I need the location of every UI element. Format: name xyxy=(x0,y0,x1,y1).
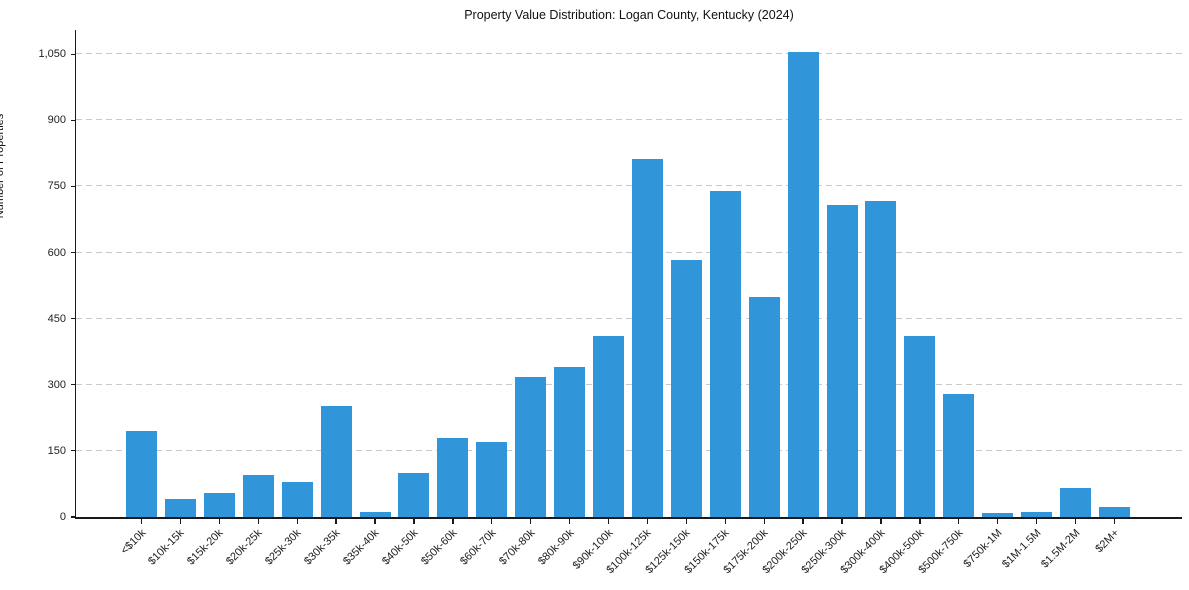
x-tick-mark-icon xyxy=(218,519,220,524)
x-tick-mark-icon xyxy=(724,519,726,524)
bar xyxy=(126,431,157,517)
x-tick-mark-icon xyxy=(685,519,688,524)
y-tick-mark-icon xyxy=(71,318,75,320)
y-tick-label: 600 xyxy=(47,246,66,259)
y-tick-label: 1,050 xyxy=(38,48,66,61)
x-tick-mark-icon xyxy=(646,519,649,524)
x-tick-mark-icon xyxy=(452,519,454,524)
bar xyxy=(1060,488,1092,517)
x-tick-mark-icon xyxy=(958,519,960,524)
bar xyxy=(359,511,391,517)
plot-area xyxy=(76,30,1182,517)
x-tick-mark-icon xyxy=(802,519,804,524)
x-tick-mark-icon xyxy=(841,519,843,524)
bar xyxy=(515,376,547,517)
bar xyxy=(670,260,702,517)
x-tick-mark-icon xyxy=(257,519,259,524)
bar xyxy=(709,190,741,517)
y-tick-label: 150 xyxy=(47,444,66,457)
x-tick-mark-icon xyxy=(413,519,415,524)
y-tick-label: 450 xyxy=(47,312,66,325)
bar xyxy=(865,200,897,517)
bar xyxy=(982,512,1014,517)
bar xyxy=(281,481,313,517)
x-tick-mark-icon xyxy=(568,519,571,524)
x-tick-mark-icon xyxy=(919,519,921,524)
y-axis-spine xyxy=(74,30,76,519)
bar xyxy=(476,442,508,517)
bar xyxy=(943,394,975,517)
bar xyxy=(437,437,469,517)
y-tick-mark-icon xyxy=(71,384,75,386)
bar xyxy=(904,336,936,517)
gridline xyxy=(76,383,1182,385)
x-tick-mark-icon xyxy=(1036,519,1038,524)
x-tick-mark-icon xyxy=(296,519,298,524)
x-tick-mark-icon xyxy=(491,519,493,524)
bar xyxy=(203,492,235,517)
x-tick-mark-icon xyxy=(179,519,182,524)
bar xyxy=(320,405,352,517)
x-tick-mark-icon xyxy=(997,519,999,524)
y-tick-mark-icon xyxy=(71,119,75,121)
y-tick-label: 750 xyxy=(47,180,66,193)
y-tick-label: 300 xyxy=(47,378,66,391)
y-tick-mark-icon xyxy=(71,53,75,55)
bar xyxy=(1099,506,1130,517)
x-tick-mark-icon xyxy=(1113,519,1116,524)
gridline xyxy=(76,53,1182,55)
bar xyxy=(826,204,858,517)
x-tick-mark-icon xyxy=(335,519,337,524)
gridline xyxy=(76,251,1182,253)
bar xyxy=(1021,512,1053,517)
gridline xyxy=(76,449,1182,451)
x-tick-mark-icon xyxy=(763,519,765,524)
x-tick-mark-icon xyxy=(880,519,882,524)
y-tick-mark-icon xyxy=(71,516,75,518)
bar xyxy=(631,158,663,517)
x-tick-mark-icon xyxy=(530,519,532,524)
y-tick-label: 900 xyxy=(47,114,66,127)
x-tick-mark-icon xyxy=(374,519,376,524)
x-tick-mark-icon xyxy=(1074,519,1077,524)
bar xyxy=(748,296,780,517)
bar xyxy=(242,475,274,517)
bar xyxy=(554,367,586,517)
gridline xyxy=(76,317,1182,319)
bar xyxy=(593,336,625,517)
bar xyxy=(164,499,196,517)
y-tick-label: 0 xyxy=(59,511,66,523)
y-tick-mark-icon xyxy=(71,185,75,188)
chart-title: Property Value Distribution: Logan Count… xyxy=(464,8,794,22)
y-tick-mark-icon xyxy=(71,450,75,452)
x-axis-spine xyxy=(74,517,1182,519)
y-tick-mark-icon xyxy=(71,251,75,254)
bar xyxy=(787,51,819,517)
bar xyxy=(398,472,430,517)
gridline xyxy=(76,119,1182,121)
x-tick-mark-icon xyxy=(140,519,143,524)
gridline xyxy=(76,185,1182,187)
x-tick-mark-icon xyxy=(607,519,610,524)
